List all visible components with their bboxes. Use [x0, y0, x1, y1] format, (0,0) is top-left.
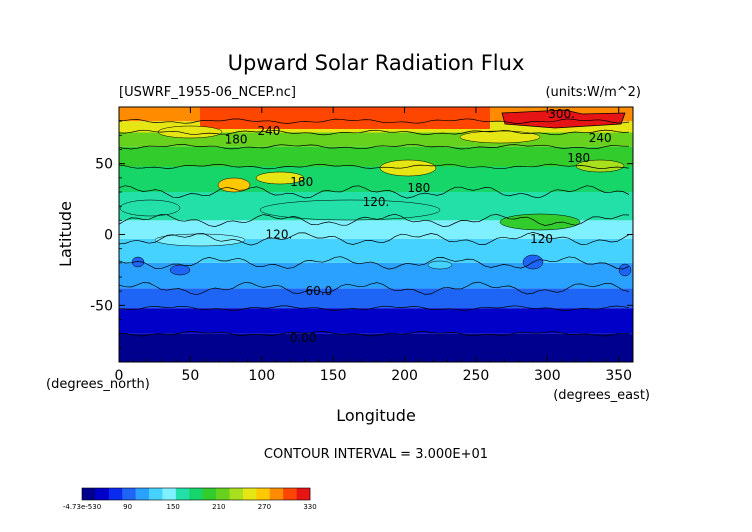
cyan-patch: [154, 233, 246, 247]
colorbar-swatch: [229, 488, 244, 500]
contour-label: 60.0: [306, 284, 333, 298]
contour-lines: [119, 118, 630, 337]
contour-label: 180: [567, 151, 590, 165]
x-axis-label: Longitude: [336, 406, 416, 425]
latitude-band: [119, 262, 633, 289]
contour-label: 120: [530, 232, 553, 246]
yellow-blob: [459, 130, 541, 144]
y-unit-label: (degrees_north): [46, 377, 150, 392]
orange-blob: [217, 177, 251, 193]
colorbar-swatch: [202, 488, 217, 500]
x-tick-label: 0: [115, 368, 124, 384]
green-zone: [259, 199, 441, 221]
colorbar-swatch: [122, 488, 136, 500]
chart-title: Upward Solar Radiation Flux: [228, 51, 525, 75]
contour-label: 180: [407, 181, 430, 195]
units-label: (units:W/m^2): [545, 85, 641, 100]
contour-line: [119, 256, 630, 270]
colorbar-swatch: [162, 488, 177, 500]
plot-area: 300. 240 180 240 180 180 180 120. 120. 120 60.0 0.0…: [119, 107, 633, 362]
file-label: [USWRF_1955-06_NCEP.nc]: [119, 85, 296, 100]
colorbar-frame: [81, 487, 311, 501]
contour-line: [119, 163, 630, 170]
colorbar-swatch: [135, 488, 150, 500]
colorbar-swatch: [269, 488, 284, 500]
light-patch: [427, 260, 453, 270]
colorbar-label: 210: [212, 503, 225, 511]
latitude-band: [119, 166, 633, 192]
max-contour: [501, 109, 626, 129]
contour-label: 240: [589, 131, 612, 145]
colorbar-swatch: [296, 488, 311, 500]
contour-line: [119, 118, 630, 124]
max-region: [200, 107, 490, 129]
x-tick-label: 50: [181, 368, 199, 384]
contour-line: [119, 305, 630, 311]
y-tick-label: -50: [90, 298, 113, 314]
latitude-band: [119, 288, 633, 309]
x-axis: 0 50 100 150 200 250 300 350: [115, 107, 632, 384]
colorbar-swatch: [216, 488, 230, 500]
y-axis: -50 0 50: [90, 120, 633, 349]
y-axis-label: Latitude: [56, 201, 75, 267]
colorbar-swatch: [283, 488, 297, 500]
green-zone: [499, 213, 581, 231]
colorbar-swatch: [189, 488, 204, 500]
contour-labels: 300. 240 180 240 180 180 180 120. 120. 120 60.0 0.0…: [225, 107, 612, 345]
colorbar-swatch: [149, 488, 163, 500]
colorbar-label: -4.73e-530: [63, 503, 101, 511]
yellow-blob: [379, 159, 437, 177]
contour-label: 120.: [363, 195, 390, 209]
contour-line: [119, 143, 629, 150]
colorbar: -4.73e-530 90 150 210 270 330: [63, 487, 317, 511]
colorbar-swatch: [108, 488, 123, 500]
contour-label: 180: [290, 175, 313, 189]
colorbar-swatch: [82, 488, 96, 500]
colorbar-swatch: [95, 488, 110, 500]
y-tick-label: 50: [95, 157, 113, 173]
colorbar-swatch: [175, 488, 190, 500]
contour-line: [119, 129, 630, 136]
latitude-band: [119, 146, 633, 167]
blue-patch: [131, 256, 145, 268]
contour-label: 120.: [266, 228, 293, 242]
colorbar-label: 90: [123, 503, 132, 511]
contour-label: 240: [257, 124, 280, 138]
contour-interval: CONTOUR INTERVAL = 3.000E+01: [264, 447, 488, 462]
colorbar-swatch: [242, 488, 257, 500]
colorbar-label: 270: [258, 503, 271, 511]
field-features: [119, 107, 632, 277]
contour-line: [119, 213, 630, 227]
latitude-band: [119, 333, 633, 362]
contour-line: [119, 281, 630, 296]
latitude-band: [119, 308, 633, 334]
x-tick-label: 250: [463, 368, 490, 384]
contour-label: 180: [225, 133, 248, 147]
contour-label: 300.: [548, 107, 575, 121]
x-tick-label: 350: [605, 368, 632, 384]
x-tick-label: 100: [248, 368, 275, 384]
colorbar-label: 330: [303, 503, 316, 511]
contour-line: [119, 232, 630, 246]
blue-patch: [618, 263, 632, 277]
contour-line: [119, 331, 630, 337]
contour-line: [119, 185, 630, 199]
contour-label: 0.00: [290, 331, 317, 345]
blue-patch: [169, 264, 191, 276]
colorbar-label: 150: [167, 503, 180, 511]
x-tick-label: 150: [320, 368, 347, 384]
x-tick-label: 300: [534, 368, 561, 384]
x-unit-label: (degrees_east): [553, 388, 650, 403]
y-tick-label: 0: [104, 228, 113, 244]
x-tick-label: 200: [391, 368, 418, 384]
green-zone: [119, 199, 181, 217]
colorbar-swatch: [256, 488, 271, 500]
yellow-blob: [255, 171, 305, 185]
